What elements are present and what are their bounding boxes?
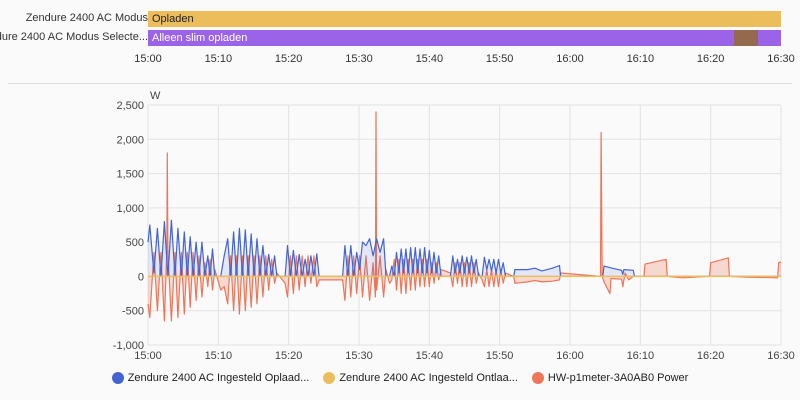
y-tick-label: 1,500 bbox=[116, 169, 144, 181]
timeline-tick-label: 16:00 bbox=[556, 53, 584, 65]
x-tick-label: 15:40 bbox=[416, 350, 444, 362]
y-tick-label: 0 bbox=[138, 271, 144, 283]
x-tick-label: 16:30 bbox=[767, 350, 795, 362]
legend-color-dot-icon bbox=[323, 372, 336, 384]
chart-legend: Zendure 2400 AC Ingesteld Oplaad... Zendu… bbox=[0, 372, 800, 384]
x-tick-label: 16:10 bbox=[627, 350, 655, 362]
x-tick-label: 15:50 bbox=[486, 350, 514, 362]
x-tick-label: 15:30 bbox=[345, 350, 373, 362]
timeline-segment[interactable]: Alleen slim opladen bbox=[148, 30, 735, 46]
y-tick-label: 2,000 bbox=[116, 134, 144, 146]
timeline-tick-label: 16:30 bbox=[767, 53, 795, 65]
legend-item[interactable]: Zendure 2400 AC Ingesteld Ontlaa... bbox=[323, 372, 518, 384]
timeline-row-label: Zendure 2400 AC Modus bbox=[25, 12, 148, 24]
timeline-tick-label: 15:20 bbox=[274, 53, 303, 65]
timeline-segment[interactable]: Opladen bbox=[148, 11, 781, 27]
series-line-2 bbox=[147, 111, 782, 322]
timeline-tick-label: 16:20 bbox=[696, 53, 725, 65]
y-tick-label: 1,000 bbox=[116, 203, 144, 215]
timeline-row-bar: Opladen bbox=[148, 11, 781, 27]
timeline-tick-label: 15:40 bbox=[415, 53, 444, 65]
y-tick-label: 2,500 bbox=[116, 100, 144, 112]
timeline-row-label: Zendure 2400 AC Modus Selecte... bbox=[0, 31, 148, 43]
timeline-tick-label: 16:10 bbox=[626, 53, 655, 65]
divider bbox=[8, 83, 792, 84]
series-area bbox=[148, 111, 781, 322]
y-axis-unit-label: W bbox=[150, 90, 161, 102]
x-tick-label: 15:10 bbox=[205, 350, 233, 362]
legend-label: Zendure 2400 AC Ingesteld Ontlaa... bbox=[339, 372, 518, 384]
x-tick-label: 15:20 bbox=[275, 350, 303, 362]
legend-item[interactable]: HW-p1meter-3A0AB0 Power bbox=[531, 372, 689, 384]
timeline-tick-label: 15:30 bbox=[345, 53, 373, 65]
legend-label: Zendure 2400 AC Ingesteld Oplaad... bbox=[127, 372, 310, 384]
x-tick-label: 16:00 bbox=[556, 350, 584, 362]
legend-label: HW-p1meter-3A0AB0 Power bbox=[547, 372, 689, 384]
timeline-segment[interactable] bbox=[734, 30, 758, 46]
y-tick-label: 500 bbox=[126, 237, 144, 249]
x-tick-label: 15:00 bbox=[134, 350, 162, 362]
x-tick-label: 16:20 bbox=[697, 350, 725, 362]
timeline-tick-label: 15:50 bbox=[485, 53, 514, 65]
timeline-tick-label: 15:10 bbox=[204, 53, 233, 65]
legend-color-dot-icon bbox=[531, 372, 544, 384]
y-tick-label: -1,000 bbox=[113, 340, 144, 352]
legend-item[interactable]: Zendure 2400 AC Ingesteld Oplaad... bbox=[111, 372, 310, 384]
timeline-tick-label: 15:00 bbox=[134, 53, 162, 65]
y-tick-label: -500 bbox=[122, 306, 144, 318]
timeline-segment[interactable] bbox=[757, 30, 781, 46]
timeline-row-bar: Alleen slim opladen bbox=[148, 30, 781, 46]
legend-color-dot-icon bbox=[111, 372, 124, 384]
series-area bbox=[148, 220, 781, 277]
